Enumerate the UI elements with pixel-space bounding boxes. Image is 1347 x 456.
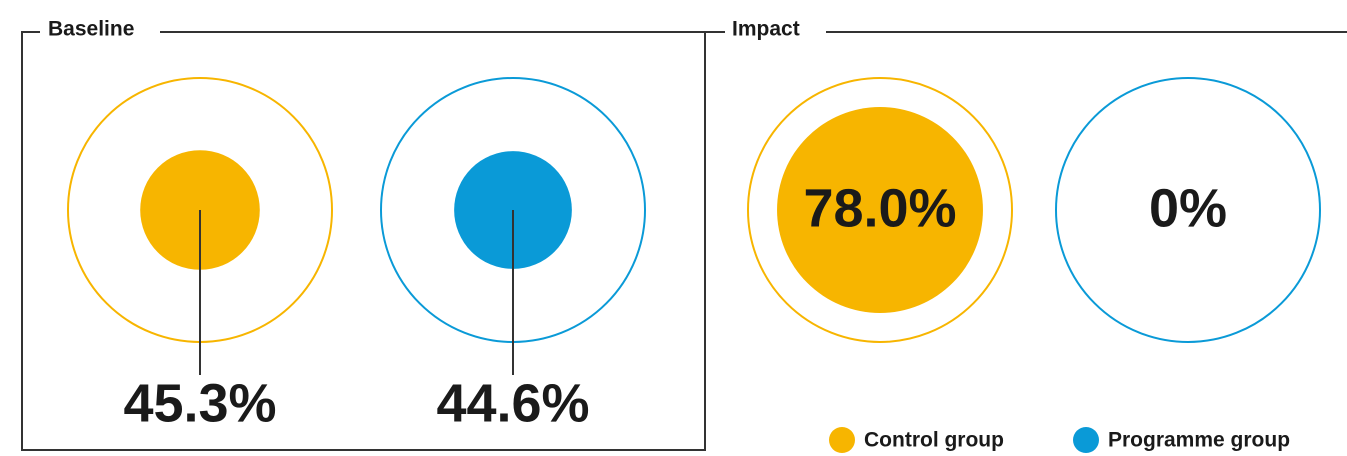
- value-label: 45.3%: [123, 373, 276, 433]
- panel-title: Baseline: [48, 18, 134, 41]
- value-label: 0%: [1149, 178, 1227, 238]
- outer-ring: [1055, 77, 1321, 343]
- value-label: 78.0%: [803, 178, 956, 238]
- legend-label: Control group: [864, 429, 1004, 452]
- value-circle: [777, 107, 983, 313]
- legend-swatch: [829, 427, 855, 453]
- outer-ring: [747, 77, 1013, 343]
- value-label: 44.6%: [436, 373, 589, 433]
- legend-swatch: [1073, 427, 1099, 453]
- baseline-frame: [21, 31, 725, 451]
- legend-label: Programme group: [1108, 429, 1290, 452]
- panel-title: Impact: [732, 18, 800, 41]
